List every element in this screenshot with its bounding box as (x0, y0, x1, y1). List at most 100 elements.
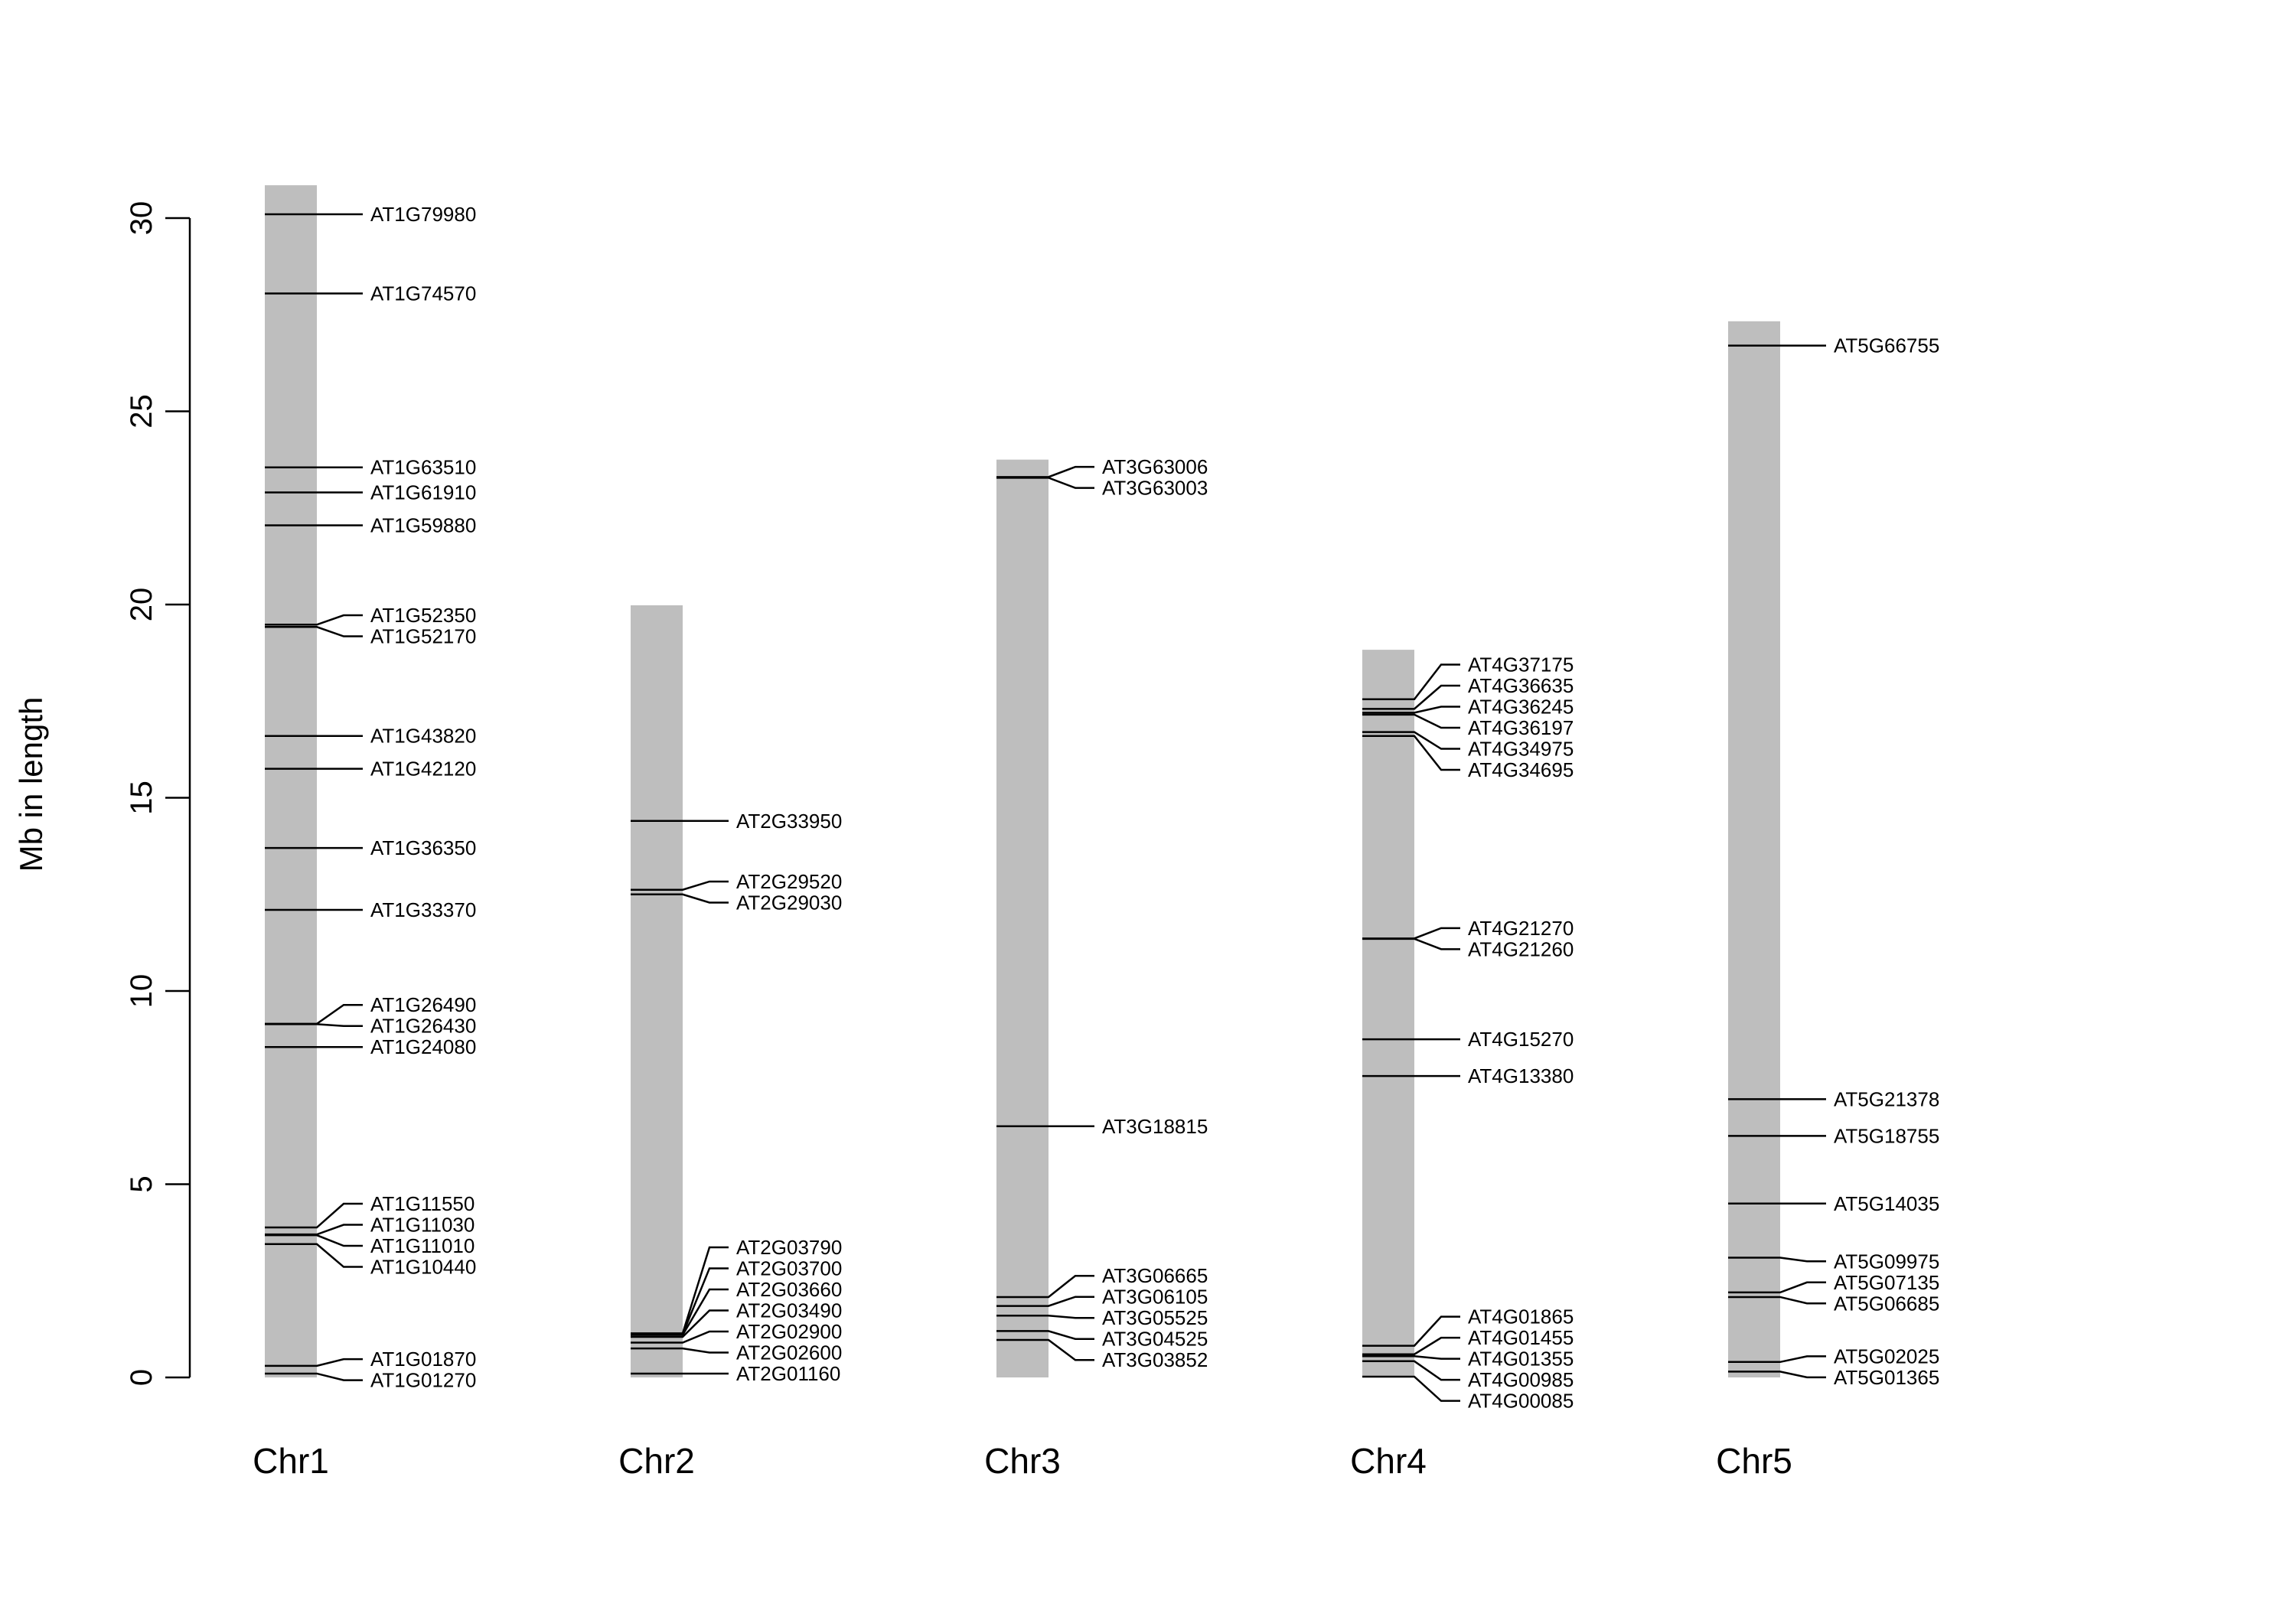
gene-label: AT1G33370 (370, 898, 476, 921)
gene-label: AT1G42120 (370, 758, 476, 781)
y-tick-label: 20 (125, 588, 158, 622)
gene-label: AT5G06685 (1834, 1292, 1939, 1315)
gene-label: AT1G52350 (370, 604, 476, 627)
gene-label: AT3G03852 (1102, 1348, 1208, 1371)
gene-marker (1362, 684, 1460, 710)
gene-marker (631, 1330, 729, 1344)
gene-label: AT5G07135 (1834, 1271, 1939, 1294)
gene-marker (1362, 735, 1460, 771)
gene-marker (1362, 1360, 1460, 1381)
gene-label: AT1G01870 (370, 1348, 476, 1371)
gene-label: AT4G01455 (1468, 1326, 1574, 1349)
gene-marker (265, 1372, 363, 1381)
gene-label: AT4G34975 (1468, 738, 1574, 761)
gene-marker (265, 1243, 363, 1268)
chromosome-label: Chr5 (1716, 1441, 1792, 1481)
chromosome-bar (996, 459, 1049, 1377)
gene-label: AT4G01865 (1468, 1305, 1574, 1328)
gene-label: AT4G34695 (1468, 758, 1574, 781)
gene-marker (1362, 1336, 1460, 1355)
gene-label: AT1G52170 (370, 625, 476, 648)
gene-label: AT3G63003 (1102, 477, 1208, 500)
gene-marker (265, 614, 363, 626)
gene-marker (1362, 731, 1460, 750)
gene-marker (265, 1224, 363, 1236)
y-tick-label: 0 (125, 1369, 158, 1386)
gene-label: AT1G11010 (370, 1234, 475, 1257)
gene-label: AT3G06105 (1102, 1286, 1208, 1309)
gene-marker (265, 1358, 363, 1367)
gene-label: AT5G66755 (1834, 334, 1939, 357)
chromosome-label: Chr3 (984, 1441, 1061, 1481)
gene-marker (1728, 1371, 1826, 1379)
gene-marker (1728, 1257, 1826, 1263)
gene-label: AT2G03490 (736, 1299, 842, 1322)
chromosome-chr2: Chr2 AT2G01160AT2G02600AT2G02900AT2G03490… (618, 605, 842, 1481)
chromosome-bar (265, 185, 317, 1378)
gene-label: AT5G02025 (1834, 1345, 1939, 1367)
gene-marker (1728, 1281, 1826, 1294)
chromosome-bar (631, 605, 683, 1377)
y-axis-label: Mb in length (13, 697, 49, 872)
gene-label: AT4G36635 (1468, 674, 1574, 697)
gene-label: AT2G33950 (736, 810, 842, 833)
gene-label: AT5G14035 (1834, 1192, 1939, 1215)
gene-label: AT4G21270 (1468, 917, 1574, 940)
gene-label: AT2G03660 (736, 1278, 842, 1301)
gene-label: AT2G29520 (736, 870, 842, 893)
gene-label: AT4G13380 (1468, 1064, 1574, 1087)
gene-marker (631, 893, 729, 904)
chromosome-chr4: Chr4 AT4G00085AT4G00985AT4G01355AT4G01455… (1350, 650, 1574, 1481)
y-tick-label: 10 (125, 974, 158, 1009)
gene-label: AT5G01365 (1834, 1366, 1939, 1389)
gene-label: AT3G18815 (1102, 1115, 1208, 1138)
gene-label: AT1G43820 (370, 725, 476, 748)
gene-marker (996, 1338, 1094, 1361)
y-axis: 0 5 10 15 20 25 30 (125, 201, 191, 1386)
gene-label: AT1G11030 (370, 1214, 475, 1237)
chromosome-label: Chr2 (618, 1441, 695, 1481)
gene-label: AT5G18755 (1834, 1124, 1939, 1147)
gene-marker (265, 626, 363, 637)
gene-label: AT1G63510 (370, 456, 476, 479)
gene-label: AT1G26430 (370, 1015, 476, 1038)
gene-label: AT3G63006 (1102, 455, 1208, 478)
gene-label: AT1G10440 (370, 1256, 476, 1279)
y-tick-label: 30 (125, 201, 158, 236)
gene-marker (996, 1314, 1094, 1319)
gene-label: AT1G24080 (370, 1035, 476, 1058)
gene-marker (265, 1202, 363, 1229)
gene-label: AT4G37175 (1468, 654, 1574, 676)
gene-label: AT4G00985 (1468, 1368, 1574, 1391)
gene-marker (1728, 1296, 1826, 1305)
gene-marker (1362, 713, 1460, 729)
gene-label: AT4G15270 (1468, 1028, 1574, 1051)
gene-label: AT5G21378 (1834, 1087, 1939, 1110)
gene-label: AT1G59880 (370, 513, 476, 536)
gene-label: AT4G36197 (1468, 716, 1574, 739)
gene-label: AT2G03700 (736, 1257, 842, 1279)
chromosome-bar (1728, 321, 1780, 1378)
y-tick-label: 5 (125, 1175, 158, 1192)
chromosome-label: Chr1 (253, 1441, 329, 1481)
gene-marker (1362, 1375, 1460, 1402)
gene-label: AT4G36245 (1468, 696, 1574, 719)
gene-label: AT1G36350 (370, 836, 476, 859)
gene-label: AT5G09975 (1834, 1250, 1939, 1273)
gene-marker (1362, 706, 1460, 714)
gene-marker (996, 1274, 1094, 1299)
gene-label: AT2G02900 (736, 1320, 842, 1343)
gene-label: AT1G79980 (370, 203, 476, 226)
gene-marker (1362, 927, 1460, 940)
gene-label: AT4G00085 (1468, 1390, 1574, 1413)
gene-label: AT1G61910 (370, 481, 476, 504)
gene-label: AT1G26490 (370, 993, 476, 1016)
gene-marker (631, 1347, 729, 1354)
y-tick-label: 15 (125, 781, 158, 815)
gene-marker (996, 1330, 1094, 1340)
chromosome-label: Chr4 (1350, 1441, 1427, 1481)
gene-label: AT3G04525 (1102, 1328, 1208, 1351)
